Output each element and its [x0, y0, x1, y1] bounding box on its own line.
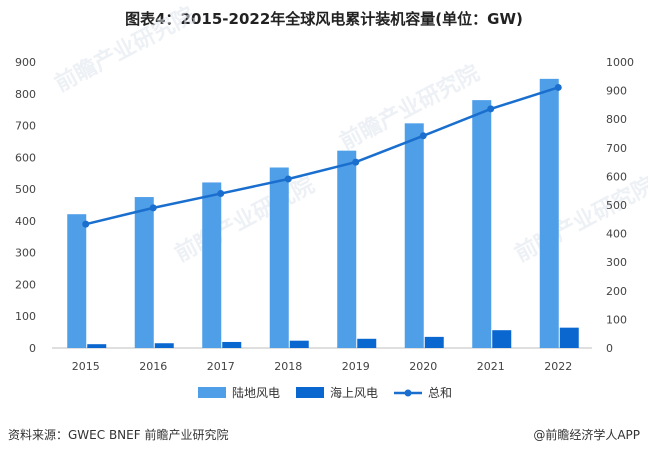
bar-onshore: [337, 150, 357, 348]
bar-onshore: [539, 78, 559, 348]
y-right-tick-label: 600: [606, 170, 627, 183]
total-line: [85, 86, 559, 226]
credit-note: @前瞻经济学人APP: [533, 428, 640, 442]
legend-swatch-onshore: [198, 387, 226, 398]
x-tick-label: 2022: [544, 360, 572, 373]
y-right-tick-label: 400: [606, 228, 627, 241]
watermark-text: 前瞻产业研究院: [171, 172, 319, 267]
y-left-tick-label: 400: [15, 215, 36, 228]
total-point: [487, 105, 495, 113]
y-left-tick-label: 800: [15, 88, 36, 101]
y-right-tick-label: 0: [606, 342, 613, 355]
y-right-tick-label: 1000: [606, 56, 634, 69]
chart-title: 图表4：2015-2022年全球风电累计装机容量(单位：GW): [125, 10, 523, 28]
y-left-tick-label: 700: [15, 120, 36, 133]
y-right-tick-label: 800: [606, 113, 627, 126]
total-point: [554, 83, 562, 91]
bar-onshore: [134, 197, 154, 348]
legend-swatch-offshore: [296, 387, 324, 398]
x-tick-label: 2015: [72, 360, 100, 373]
x-tick-label: 2017: [207, 360, 235, 373]
bar-offshore: [289, 340, 309, 348]
bar-offshore: [357, 338, 377, 348]
y-left-tick-label: 600: [15, 151, 36, 164]
total-point: [82, 220, 90, 228]
bar-onshore: [404, 123, 424, 348]
bar-offshore: [154, 343, 174, 348]
x-tick-label: 2018: [274, 360, 302, 373]
legend-label-onshore: 陆地风电: [232, 385, 280, 400]
y-left-tick-label: 900: [15, 56, 36, 69]
bar-onshore: [67, 214, 87, 348]
legend-swatch-total-point: [404, 389, 412, 397]
x-tick-label: 2021: [477, 360, 505, 373]
total-point: [149, 204, 157, 212]
bar-offshore: [87, 344, 107, 348]
watermark-text: 前瞻产业研究院: [51, 2, 199, 97]
y-right-tick-label: 200: [606, 285, 627, 298]
bar-onshore: [202, 182, 222, 348]
bar-offshore: [559, 327, 579, 348]
total-point: [352, 158, 360, 166]
y-right-tick-label: 900: [606, 85, 627, 98]
bar-offshore: [424, 336, 444, 348]
legend-label-offshore: 海上风电: [330, 385, 378, 400]
y-right-tick-label: 700: [606, 142, 627, 155]
y-right-tick-label: 300: [606, 256, 627, 269]
legend-label-total: 总和: [428, 386, 452, 400]
y-right-tick-label: 500: [606, 199, 627, 212]
bar-onshore: [269, 167, 289, 348]
x-tick-label: 2020: [409, 360, 437, 373]
y-right-tick-label: 100: [606, 313, 627, 326]
bar-onshore: [472, 100, 492, 348]
y-left-tick-label: 0: [29, 342, 36, 355]
total-point: [419, 132, 427, 140]
y-left-tick-label: 500: [15, 183, 36, 196]
x-tick-label: 2016: [139, 360, 167, 373]
y-left-tick-label: 300: [15, 247, 36, 260]
total-point: [284, 175, 292, 183]
watermark-text: 前瞻产业研究院: [511, 172, 648, 267]
bar-offshore: [222, 341, 242, 348]
y-left-tick-label: 100: [15, 310, 36, 323]
y-left-tick-label: 200: [15, 278, 36, 291]
footer: 资料来源：GWEC BNEF 前瞻产业研究院 @前瞻经济学人APP: [8, 426, 640, 443]
bar-offshore: [492, 330, 512, 348]
source-note: 资料来源：GWEC BNEF 前瞻产业研究院: [8, 428, 229, 442]
x-tick-label: 2019: [342, 360, 370, 373]
total-point: [217, 190, 225, 198]
